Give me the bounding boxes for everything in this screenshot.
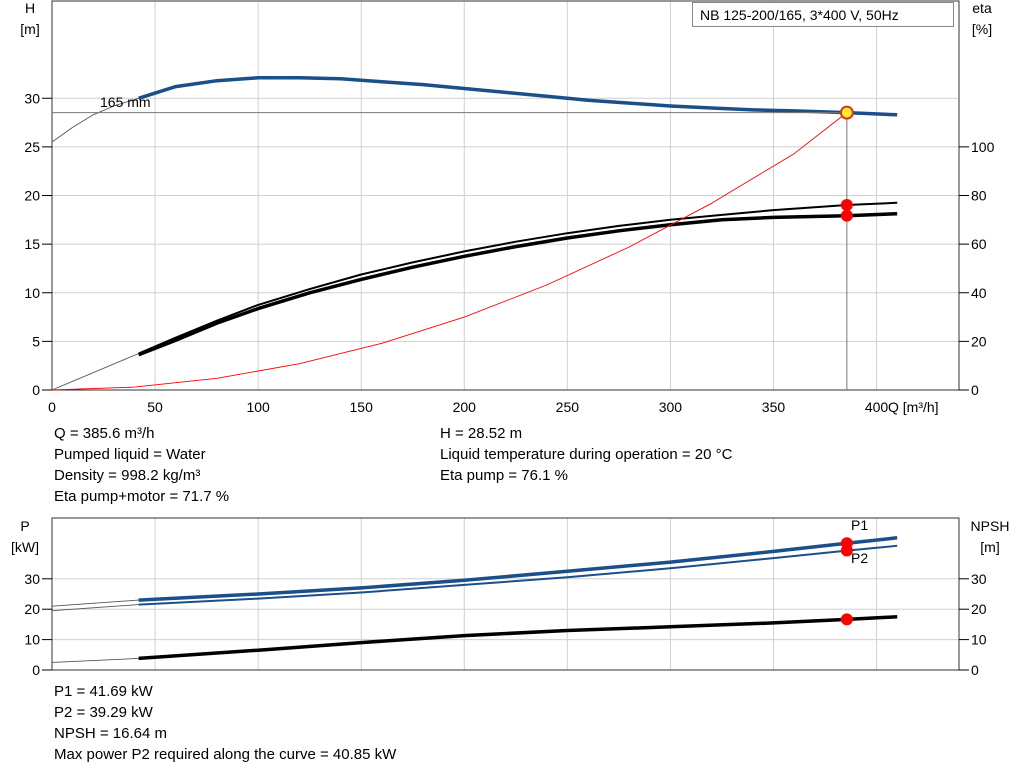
series-npsh-extension (51, 657, 139, 663)
info-eta-pump-motor: Eta pump+motor = 71.7 % (54, 488, 230, 505)
y-tick-label: 30 (24, 90, 40, 106)
y-tick-label: 0 (32, 382, 40, 398)
series-efficiency-pump-motor (137, 211, 898, 357)
top-ticks: 0 50 100 150 200 250 300 350 4000510152025300204… (24, 90, 994, 415)
y2-tick-label: 100 (971, 139, 995, 155)
info-p2: P2 = 39.29 kW (54, 704, 153, 721)
top-grid (52, 1, 959, 390)
y2-tick-label: 30 (971, 571, 987, 587)
y-tick-label: 15 (24, 236, 40, 252)
series-head-extension (51, 97, 139, 143)
bottom-series (51, 536, 898, 663)
y-tick-label: 25 (24, 139, 40, 155)
info-density: Density = 998.2 kg/m³ (54, 467, 201, 484)
npsh-axis-unit: [m] (980, 539, 999, 555)
info-top-right: H = 28.52 m Liquid temperature during op… (440, 423, 732, 486)
y2-tick-label: 0 (971, 662, 979, 678)
series-efficiency-extension (51, 353, 139, 391)
info-liquid: Pumped liquid = Water (54, 446, 206, 463)
p1-series-label: P1 (851, 517, 868, 533)
x-tick-label: 400 (865, 399, 889, 415)
info-max-power: Max power P2 required along the curve = … (54, 746, 397, 763)
y-tick-label: 0 (32, 662, 40, 678)
y2-tick-label: 40 (971, 285, 987, 301)
series-p1-extension (51, 599, 139, 607)
npsh-axis-label: NPSH (971, 518, 1010, 534)
impeller-annotation: 165 mm (100, 94, 151, 110)
y-axis-unit: [m] (20, 21, 39, 37)
p2-series-label: P2 (851, 550, 868, 566)
y-tick-label: 20 (24, 601, 40, 617)
x-tick-label: 200 (453, 399, 477, 415)
bottom-plot-frame (51, 517, 960, 671)
top-series (51, 76, 898, 391)
info-npsh: NPSH = 16.64 m (54, 725, 167, 742)
y2-tick-label: 60 (971, 236, 987, 252)
chart-title: NB 125-200/165, 3*400 V, 50Hz (692, 2, 954, 27)
y2-tick-label: 20 (971, 601, 987, 617)
y2-tick-label: 10 (971, 632, 987, 648)
y-tick-label: 10 (24, 285, 40, 301)
y-tick-label: 5 (32, 333, 40, 349)
info-temperature: Liquid temperature during operation = 20… (440, 446, 733, 463)
info-bottom: P1 = 41.69 kW P2 = 39.29 kW NPSH = 16.64… (54, 681, 396, 765)
series-system-curve (51, 112, 848, 391)
y-tick-label: 20 (24, 188, 40, 204)
x-tick-label: 0 (48, 399, 56, 415)
series-npsh (138, 615, 898, 661)
info-head: H = 28.52 m (440, 425, 523, 442)
y2-tick-label: 0 (971, 382, 979, 398)
x-tick-label: 50 (147, 399, 163, 415)
bottom-grid (52, 518, 959, 670)
info-eta-pump: Eta pump = 76.1 % (440, 467, 568, 484)
x-tick-label: 350 (762, 399, 786, 415)
y2-axis-unit: [%] (972, 21, 992, 37)
series-p2 (138, 544, 898, 606)
info-flow: Q = 385.6 m³/h (54, 425, 155, 442)
p-axis-label: P (20, 518, 29, 534)
y2-tick-label: 20 (971, 333, 987, 349)
duty-point-marker (839, 105, 854, 120)
operating-point-marker (840, 613, 853, 626)
x-tick-label: 250 (556, 399, 580, 415)
operating-point-marker (840, 544, 853, 557)
y2-tick-label: 80 (971, 188, 987, 204)
p-axis-unit: [kW] (11, 539, 39, 555)
operating-point-marker (840, 198, 853, 211)
x-tick-label: 150 (350, 399, 374, 415)
x-tick-label: 300 (659, 399, 683, 415)
bottom-markers (840, 537, 853, 626)
series-head (138, 76, 898, 117)
top-markers (52, 105, 854, 390)
y-tick-label: 30 (24, 571, 40, 587)
info-top-left: Q = 385.6 m³/h Pumped liquid = Water Den… (54, 423, 229, 507)
series-efficiency-pump (138, 201, 898, 355)
y-tick-label: 10 (24, 632, 40, 648)
x-tick-label: 100 (246, 399, 270, 415)
info-p1: P1 = 41.69 kW (54, 683, 153, 700)
series-p1 (138, 536, 898, 602)
operating-point-marker (840, 209, 853, 222)
y2-axis-label: eta (972, 0, 992, 16)
series-p2-extension (51, 604, 139, 612)
x-axis-label: Q [m³/h] (888, 399, 939, 415)
y-axis-label: H (25, 0, 35, 16)
bottom-ticks: 0 10 20 30 0 10 20 30 (24, 571, 986, 678)
